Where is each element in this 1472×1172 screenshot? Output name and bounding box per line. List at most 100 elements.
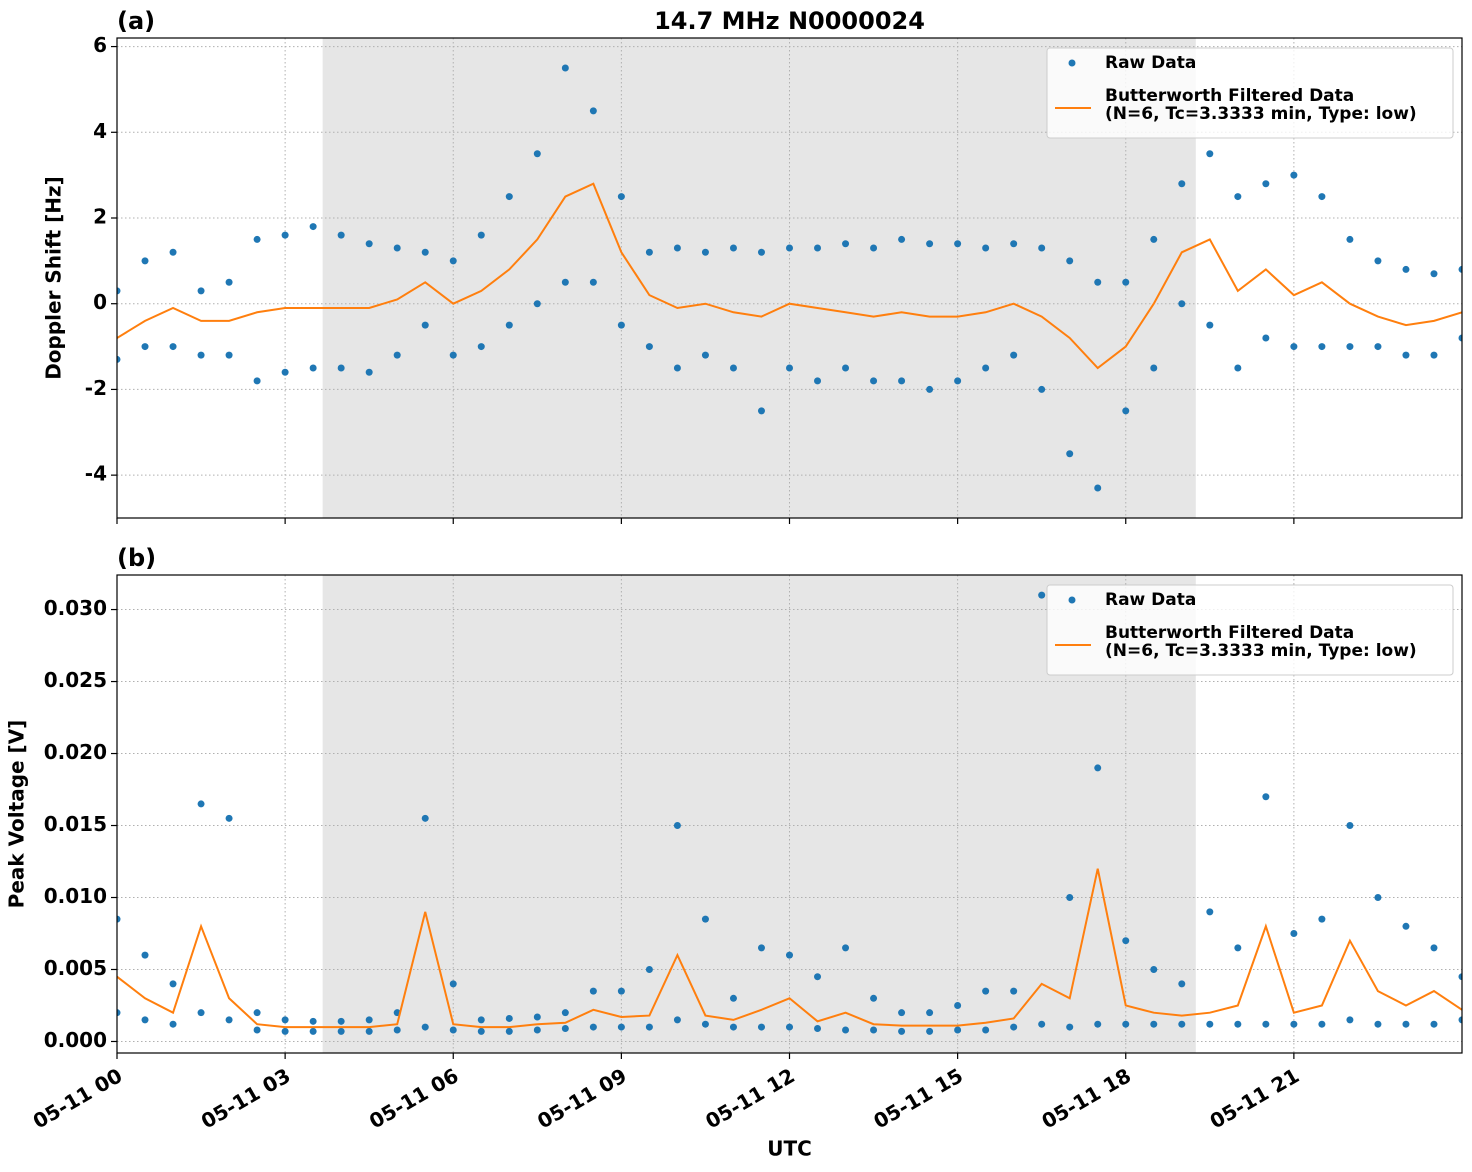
raw-point: [701, 351, 709, 359]
y-tick-label: -4: [85, 462, 107, 486]
raw-point: [477, 231, 485, 239]
x-tick-label: 05-11 21: [1206, 1063, 1304, 1133]
raw-point: [954, 1001, 962, 1009]
raw-point: [309, 364, 317, 372]
raw-point: [1150, 364, 1158, 372]
raw-point: [786, 1023, 793, 1031]
raw-point: [1094, 484, 1102, 492]
raw-point: [1402, 922, 1410, 930]
raw-point: [757, 407, 765, 415]
y-tick-label: 6: [93, 33, 107, 57]
raw-point: [253, 377, 261, 385]
raw-point: [1346, 822, 1354, 830]
y-axis-label: Doppler Shift [Hz]: [42, 176, 66, 380]
y-tick-label: 0.025: [44, 668, 107, 692]
raw-point: [1430, 351, 1438, 359]
raw-point: [729, 244, 737, 252]
raw-point: [561, 1009, 569, 1017]
raw-point: [1038, 244, 1046, 252]
raw-point: [1150, 235, 1158, 243]
raw-point: [1458, 1016, 1462, 1024]
x-tick-label: 05-11 03: [197, 1063, 295, 1133]
raw-point: [786, 364, 793, 372]
y-tick-label: 4: [93, 119, 107, 143]
raw-point: [1206, 1020, 1214, 1028]
raw-point: [926, 240, 934, 248]
raw-point: [337, 231, 345, 239]
raw-point: [365, 240, 373, 248]
raw-point: [589, 1023, 597, 1031]
raw-point: [786, 244, 793, 252]
raw-point: [1234, 193, 1242, 201]
raw-point: [1178, 300, 1186, 308]
raw-point: [1066, 1023, 1074, 1031]
raw-point: [561, 1025, 569, 1033]
legend-label: Raw Data: [1105, 53, 1196, 73]
raw-point: [729, 1023, 737, 1031]
raw-point: [365, 368, 373, 376]
raw-point: [1402, 265, 1410, 273]
raw-point: [253, 235, 261, 243]
raw-point: [842, 1026, 850, 1034]
raw-point: [617, 1023, 625, 1031]
raw-point: [757, 944, 765, 952]
legend: Raw Data Butterworth Filtered Data (N=6, T…: [1046, 584, 1454, 676]
raw-point: [141, 1016, 149, 1024]
raw-point: [141, 951, 149, 959]
x-tick-label: 05-11 06: [365, 1063, 463, 1133]
raw-point: [477, 343, 485, 351]
raw-point: [393, 351, 401, 359]
raw-point: [1262, 334, 1270, 342]
raw-point: [1318, 915, 1326, 923]
raw-point: [561, 278, 569, 286]
raw-point: [898, 377, 906, 385]
raw-point: [1346, 1016, 1354, 1024]
raw-point: [477, 1016, 485, 1024]
raw-point: [701, 915, 709, 923]
plot-frame: [116, 37, 1463, 519]
raw-point: [281, 1027, 289, 1035]
raw-point: [449, 980, 457, 988]
raw-point: [898, 235, 906, 243]
x-tick-label: 05-11 15: [869, 1063, 967, 1133]
raw-point: [1094, 278, 1102, 286]
raw-point: [1234, 364, 1242, 372]
raw-point: [225, 1016, 233, 1024]
raw-point: [926, 1027, 934, 1035]
raw-point: [645, 248, 653, 256]
raw-point: [1122, 278, 1130, 286]
raw-point: [589, 278, 597, 286]
raw-point: [117, 1009, 121, 1017]
raw-point: [449, 257, 457, 265]
raw-point: [309, 1017, 317, 1025]
raw-point: [898, 1027, 906, 1035]
raw-point: [1178, 980, 1186, 988]
raw-point: [449, 351, 457, 359]
raw-point: [421, 814, 429, 822]
raw-point: [1010, 1023, 1018, 1031]
raw-point: [225, 814, 233, 822]
raw-point: [365, 1016, 373, 1024]
raw-point: [449, 1026, 457, 1034]
panel-label: (b): [117, 544, 156, 572]
raw-point: [645, 343, 653, 351]
raw-point: [1150, 965, 1158, 973]
raw-point: [141, 257, 149, 265]
raw-point: [117, 355, 121, 363]
legend-box: [1046, 47, 1454, 139]
raw-point: [842, 944, 850, 952]
raw-point: [1262, 1020, 1270, 1028]
x-tick-label: 05-11 09: [533, 1063, 631, 1133]
raw-point: [1150, 1020, 1158, 1028]
chart-title: 14.7 MHz N0000024: [654, 7, 925, 35]
raw-point: [1038, 591, 1046, 599]
raw-point: [617, 321, 625, 329]
legend-label: Raw Data: [1105, 590, 1196, 610]
raw-point: [1066, 257, 1074, 265]
raw-point: [645, 965, 653, 973]
y-tick-label: 0.030: [44, 596, 107, 620]
raw-point: [814, 973, 822, 981]
raw-point: [505, 321, 513, 329]
raw-point: [757, 1023, 765, 1031]
